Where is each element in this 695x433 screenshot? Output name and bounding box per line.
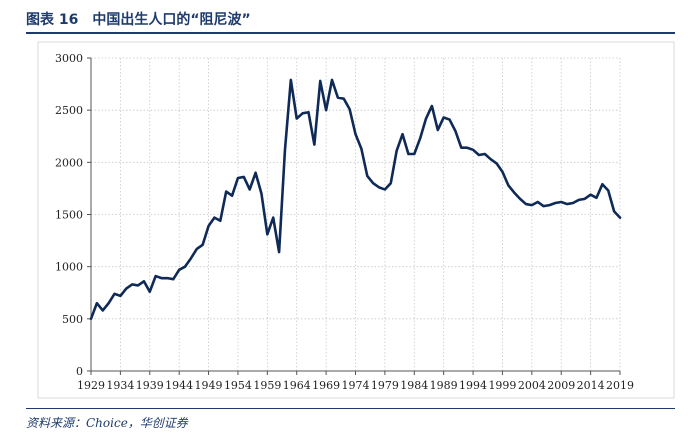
x-tick-label: 1984 (400, 379, 428, 392)
y-tick-label: 2500 (55, 104, 83, 117)
x-tick-labels: 1929 1934 1939 1944 1949 1954 1959 1964 1969 1974… (77, 379, 634, 392)
x-tick-label: 1979 (371, 379, 399, 392)
x-tick-label: 1974 (342, 379, 370, 392)
x-tick-label: 1944 (165, 379, 193, 392)
x-tick-label: 1999 (488, 379, 516, 392)
x-tick-label: 1949 (195, 379, 223, 392)
y-tick-labels: 0 500 1000 1500 2000 2500 3000 (55, 52, 83, 378)
x-tick-label: 1994 (459, 379, 487, 392)
y-tick-label: 500 (62, 313, 83, 326)
x-tick-label: 1989 (430, 379, 458, 392)
x-tick-label: 1954 (224, 379, 252, 392)
x-tick-label: 1934 (106, 379, 134, 392)
x-tick-label: 2009 (547, 379, 575, 392)
source-note: 资料来源：Choice，华创证券 (26, 416, 188, 430)
birth-population-line (89, 78, 622, 321)
figure-title: 图表 16 中国出生人口的“阻尼波” (26, 12, 251, 28)
y-tick-label: 1500 (55, 209, 83, 222)
y-tick-label: 1000 (55, 261, 83, 274)
x-tick-label: 1964 (283, 379, 311, 392)
x-tick-label: 1969 (312, 379, 340, 392)
x-tick-label: 2004 (518, 379, 546, 392)
source-rule (26, 408, 675, 409)
title-rule (26, 32, 675, 34)
y-tick-label: 2000 (55, 156, 83, 169)
y-tick-label: 0 (76, 365, 83, 378)
x-tick-label: 2019 (606, 379, 634, 392)
grid-lines (91, 57, 621, 371)
x-tick-label: 2014 (577, 379, 605, 392)
x-tick-label: 1959 (253, 379, 281, 392)
chart-frame (37, 41, 675, 399)
y-tick-label: 3000 (55, 52, 83, 65)
x-tick-label: 1929 (77, 379, 105, 392)
series-group (89, 78, 622, 321)
x-tick-label: 1939 (136, 379, 164, 392)
